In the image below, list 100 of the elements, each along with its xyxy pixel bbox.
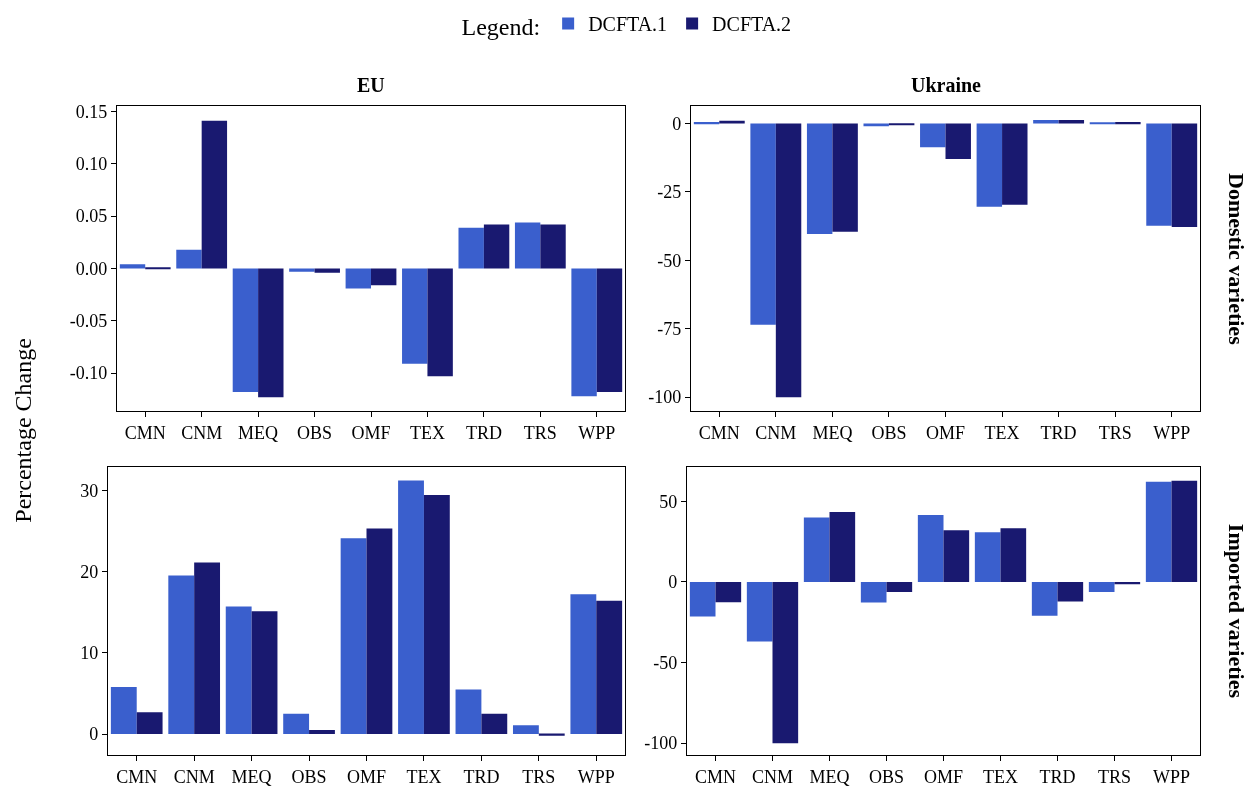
bar (371, 268, 397, 286)
chart-title: Ukraine (911, 74, 982, 96)
x-tick-label: TRS (1097, 766, 1132, 787)
y-tick-label: 0.10 (75, 154, 108, 175)
x-tick-label: OBS (868, 766, 905, 787)
y-axis-title: Percentage Change (10, 338, 37, 523)
x-tick-label: MEQ (812, 422, 853, 443)
bar (458, 227, 484, 269)
x-tick-label: OMF (346, 766, 387, 787)
bar (886, 581, 913, 593)
x-tick-label: TRS (522, 766, 556, 787)
bar (398, 480, 424, 735)
y-tick-label: -25 (657, 182, 682, 203)
x-tick-label: OBS (297, 422, 333, 443)
x-tick-label: OBS (291, 766, 327, 787)
legend-label: DCFTA.2 (712, 13, 792, 36)
y-tick-label: -75 (657, 319, 682, 340)
bar (570, 594, 597, 735)
x-tick-label: TEX (983, 766, 1018, 787)
bar (1031, 581, 1058, 616)
bar (715, 581, 742, 603)
bar (258, 268, 284, 398)
x-tick-label: OMF (925, 422, 966, 443)
y-tick-label: 50 (659, 491, 678, 512)
bar (1000, 528, 1027, 582)
x-tick-label: CMN (116, 766, 158, 787)
bar (366, 528, 393, 735)
chart-title: EU (357, 74, 385, 96)
x-tick-label: CNM (751, 766, 794, 787)
bar (455, 689, 482, 735)
bar (309, 730, 335, 735)
bar (289, 268, 315, 272)
bar (345, 268, 371, 289)
x-tick-label: CNM (173, 766, 215, 787)
bar (772, 581, 799, 744)
x-tick-label: WPP (1152, 766, 1191, 787)
x-tick-label: MEQ (231, 766, 272, 787)
bar (974, 532, 1001, 582)
y-tick-label: 0 (668, 572, 678, 593)
bar (514, 222, 541, 269)
bar (232, 268, 259, 393)
y-tick-label: 0 (672, 113, 682, 134)
x-tick-label: TRD (465, 422, 502, 443)
y-tick-label: 10 (80, 643, 99, 664)
x-tick-label: TEX (409, 422, 445, 443)
bar (176, 249, 202, 269)
bar (596, 600, 623, 735)
x-tick-label: OBS (871, 422, 907, 443)
y-tick-label: -0.10 (69, 363, 108, 384)
bar (119, 264, 146, 269)
x-tick-label: TRS (523, 422, 557, 443)
x-tick-label: OMF (923, 766, 964, 787)
bar (538, 733, 565, 736)
x-tick-label: CMN (124, 422, 166, 443)
x-tick-label: TRD (1040, 422, 1077, 443)
y-tick-label: 0.15 (75, 101, 108, 122)
legend-title: Legend: (461, 14, 541, 41)
y-tick-label: -100 (644, 733, 678, 754)
x-tick-label: TEX (406, 766, 442, 787)
bar (168, 575, 195, 735)
bar (860, 581, 887, 603)
x-tick-label: CNM (755, 422, 797, 443)
bar (1171, 480, 1198, 582)
x-tick-label: WPP (577, 766, 615, 787)
y-tick-label: 0.00 (75, 258, 108, 279)
bar (540, 224, 566, 269)
bar (596, 268, 623, 393)
bar (427, 268, 453, 377)
x-tick-label: TRS (1098, 422, 1132, 443)
bar (1145, 481, 1172, 582)
bar (194, 562, 221, 735)
bar (136, 712, 163, 735)
bar (110, 686, 137, 735)
bar (689, 581, 716, 617)
bar (481, 713, 508, 735)
bar (803, 517, 830, 582)
x-tick-label: OMF (351, 422, 391, 443)
bar (483, 224, 510, 269)
x-tick-label: MEQ (238, 422, 279, 443)
x-tick-label: TRD (1039, 766, 1076, 787)
x-tick-label: WPP (578, 422, 616, 443)
bar (283, 713, 310, 735)
bar (829, 511, 856, 582)
x-tick-label: MEQ (809, 766, 850, 787)
bar (917, 515, 944, 582)
y-tick-label: -100 (648, 387, 682, 408)
bar (571, 268, 597, 397)
y-tick-label: 0.05 (75, 206, 108, 227)
x-tick-label: CMN (698, 422, 740, 443)
bar (746, 581, 773, 642)
bar (423, 495, 450, 735)
legend-label: DCFTA.1 (588, 13, 668, 36)
bar (512, 725, 539, 735)
bar (251, 611, 278, 735)
bar (1057, 581, 1084, 602)
bar (145, 267, 171, 270)
bar (225, 606, 252, 735)
x-tick-label: TRD (463, 766, 500, 787)
y-tick-label: -50 (657, 250, 682, 271)
bar (201, 120, 228, 269)
